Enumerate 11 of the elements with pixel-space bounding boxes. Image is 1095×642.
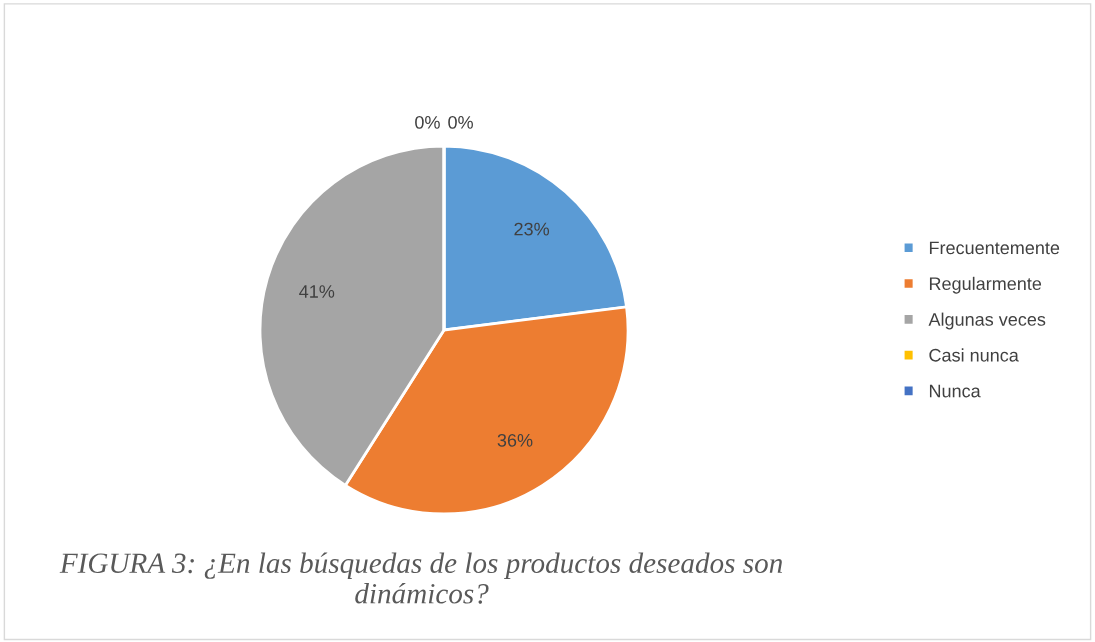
data-label: 41% [299,285,335,298]
text: 0% [448,115,473,129]
legend-label: Frecuentemente [929,241,1060,255]
legend-label: Regularmente [929,276,1042,294]
legend-label: Algunas veces [928,312,1046,330]
text: FIGURA 3: ¿En las búsquedas de los productos deseados son dinámicos? [59,552,783,604]
data-label: 36% [497,433,533,447]
legend-label: Nunca [929,384,981,398]
legend-label: Casi nunca [929,348,1019,362]
data-label: 23% [514,222,550,236]
text: 0% [415,115,440,129]
